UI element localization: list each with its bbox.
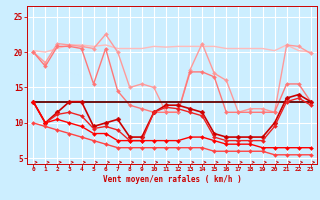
X-axis label: Vent moyen/en rafales ( km/h ): Vent moyen/en rafales ( km/h ) [103, 175, 241, 184]
